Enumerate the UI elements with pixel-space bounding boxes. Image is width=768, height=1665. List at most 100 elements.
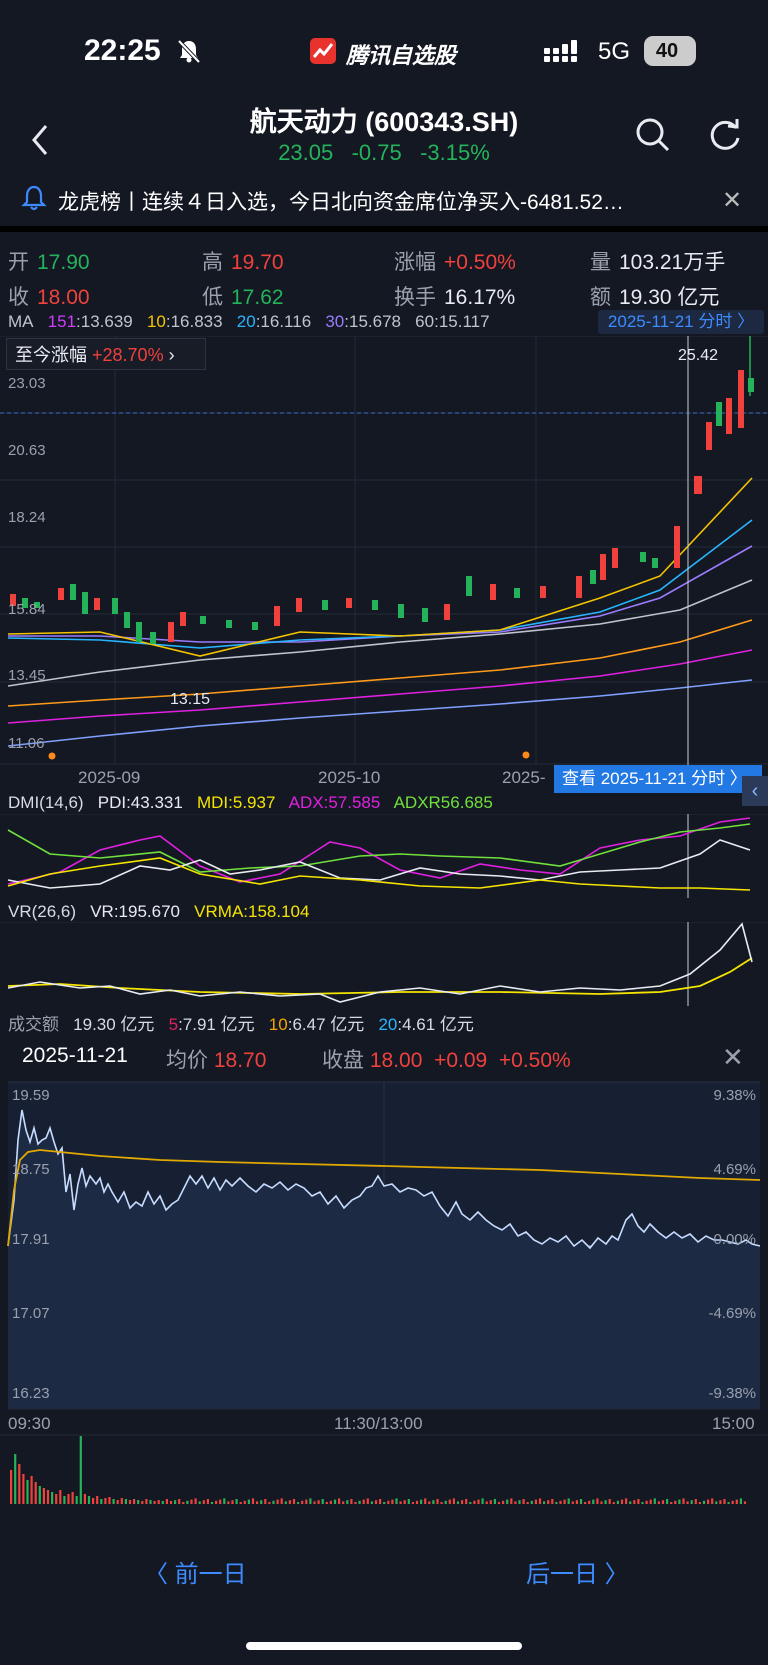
ma-item: 151:13.639 [48, 312, 133, 331]
gain-badge[interactable]: 至今涨幅 +28.70% › [6, 338, 206, 370]
volume-bar [633, 1500, 636, 1504]
intraday-volume-chart [0, 1434, 768, 1504]
volume-bar [436, 1499, 439, 1504]
kline-chart[interactable]: 23.03 20.63 18.24 15.84 13.45 11.06 25.4… [0, 336, 768, 766]
dmi-mdi: MDI:5.937 [196, 793, 276, 812]
search-icon[interactable] [634, 116, 672, 154]
volume-bar [411, 1502, 414, 1504]
ma-value: :16.833 [165, 312, 223, 331]
dmi-adxr: ADXR56.685 [393, 793, 493, 812]
next-day-button[interactable]: 后一日 〉 [526, 1561, 629, 1588]
volume-bar [206, 1499, 209, 1504]
ma-value: :13.639 [76, 312, 133, 331]
volume-bar [10, 1470, 13, 1504]
volume-bar [34, 1482, 37, 1504]
adx-line [7, 817, 751, 885]
event-marker[interactable] [522, 751, 530, 759]
info-label: 涨幅 [394, 251, 436, 274]
x-label: 2025-10 [318, 768, 381, 787]
volume-bar [551, 1499, 554, 1504]
candle [226, 620, 232, 628]
candle [346, 598, 352, 608]
divider [0, 226, 768, 232]
battery-icon [644, 36, 696, 66]
volume-bar [223, 1498, 226, 1504]
home-indicator[interactable] [246, 1642, 522, 1650]
volume-bar [497, 1502, 501, 1504]
volume-bar [14, 1454, 17, 1504]
vr-chart[interactable] [0, 922, 768, 1006]
volume-bar [120, 1498, 123, 1504]
close-icon[interactable]: ✕ [722, 187, 743, 214]
refresh-icon[interactable] [706, 116, 744, 154]
gain-label: 至今涨幅 [15, 345, 87, 365]
volume-bar [174, 1500, 177, 1504]
volume-bar [133, 1499, 136, 1504]
volume-bar [165, 1499, 168, 1504]
x-label: 2025-09 [78, 768, 141, 787]
close-value: 18.00 [369, 1049, 423, 1072]
candle [716, 402, 722, 426]
gain-value: +28.70% [92, 345, 164, 365]
volume-bar [104, 1498, 107, 1504]
info-amount: 额 19.30 亿元 [590, 281, 719, 311]
volume-bar [719, 1500, 722, 1504]
volume-bar [711, 1498, 714, 1504]
collapse-handle-icon[interactable]: ‹ [742, 776, 768, 806]
candle [296, 598, 302, 612]
turnover-label: 成交额 [8, 1015, 59, 1034]
back-button[interactable] [22, 118, 62, 162]
candle [124, 612, 130, 628]
volume-bar [79, 1436, 82, 1504]
intraday-avg: 均价 18.70 [166, 1044, 266, 1074]
intraday-chart[interactable]: 19.59 18.75 17.91 17.07 16.23 9.38% 4.69… [0, 1080, 768, 1420]
volume-bar [477, 1499, 480, 1504]
event-marker[interactable] [48, 752, 56, 760]
ma-key: 20 [236, 312, 256, 331]
dmi-label: DMI(14,6) [8, 793, 84, 812]
volume-bar [612, 1502, 615, 1504]
notice-text[interactable]: 龙虎榜丨连续４日入选，今日北向资金席位净买入-6481.52… [58, 191, 624, 214]
volume-bar [55, 1494, 58, 1504]
close-intraday-icon[interactable]: ✕ [722, 1042, 744, 1072]
turnover-ma20: :4.61 亿元 [397, 1015, 474, 1034]
volume-bar [141, 1501, 144, 1504]
volume-bar [686, 1501, 689, 1504]
info-label: 收 [8, 286, 29, 309]
candle [34, 602, 40, 608]
candle [252, 622, 258, 630]
info-label: 量 [590, 251, 611, 274]
ma10-line [7, 477, 753, 657]
dmi-chart[interactable] [0, 814, 768, 898]
candle [422, 608, 428, 622]
candle [168, 622, 174, 642]
volume-bar [715, 1501, 718, 1504]
network-type: 5G [598, 38, 631, 65]
info-turnover: 换手 16.17% [394, 281, 515, 311]
volume-bar [510, 1498, 513, 1504]
candle [576, 576, 582, 598]
ma-key: 10 [146, 312, 166, 331]
turnover-ma10: :6.47 亿元 [287, 1015, 365, 1034]
volume-bar [526, 1502, 529, 1504]
low-marker: 13.15 [170, 691, 210, 708]
candles [10, 336, 754, 644]
volume-bar [383, 1502, 386, 1504]
volume-bar [608, 1499, 611, 1504]
prev-day-button[interactable]: 〈 前一日 [144, 1561, 247, 1588]
ma-item: 10:16.833 [147, 312, 223, 331]
dmi-adx: ADX:57.585 [288, 793, 381, 812]
intraday-date-button[interactable]: 2025-11-21 分时 〉 [598, 310, 764, 334]
candle [150, 632, 156, 644]
candle [70, 584, 76, 600]
ma120-line [7, 649, 753, 724]
volume-bar [346, 1500, 349, 1504]
view-intraday-button[interactable]: 查看 2025-11-21 分时 〉 [554, 765, 762, 793]
info-value: 17.62 [231, 286, 284, 309]
volume-bar [149, 1500, 152, 1504]
volume-bar [592, 1499, 595, 1504]
info-low: 低 17.62 [202, 281, 284, 311]
volume-bar [297, 1502, 300, 1504]
volume-bar [555, 1502, 558, 1504]
volume-bar [202, 1500, 205, 1504]
